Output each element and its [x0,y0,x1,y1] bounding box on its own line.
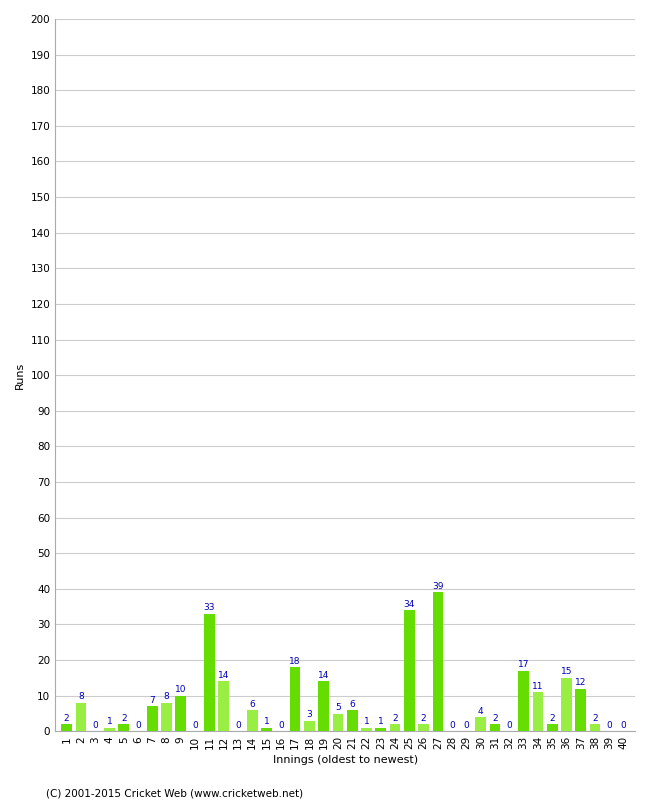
Bar [590,724,601,731]
Text: 39: 39 [432,582,444,591]
Text: 7: 7 [150,696,155,705]
Text: 5: 5 [335,703,341,712]
Text: 0: 0 [278,721,283,730]
Bar [61,724,72,731]
Bar [575,689,586,731]
Text: 14: 14 [318,671,330,680]
Bar [432,593,443,731]
Bar [347,710,358,731]
Text: 2: 2 [549,714,555,722]
Bar [176,696,186,731]
Bar [390,724,400,731]
Text: 15: 15 [561,667,572,677]
Text: 2: 2 [392,714,398,722]
Text: 0: 0 [192,721,198,730]
Bar [489,724,500,731]
Bar [404,610,415,731]
Text: 33: 33 [203,603,215,612]
Bar [518,670,529,731]
X-axis label: Innings (oldest to newest): Innings (oldest to newest) [272,755,418,765]
Text: 4: 4 [478,706,484,716]
Text: 0: 0 [621,721,627,730]
Bar [161,703,172,731]
Text: 2: 2 [121,714,127,722]
Bar [247,710,257,731]
Text: 0: 0 [506,721,512,730]
Text: 0: 0 [135,721,141,730]
Text: 8: 8 [164,693,170,702]
Bar [261,728,272,731]
Text: 1: 1 [264,718,269,726]
Text: 2: 2 [492,714,498,722]
Text: 6: 6 [349,699,355,709]
Bar [75,703,86,731]
Text: 3: 3 [307,710,312,719]
Text: 0: 0 [235,721,241,730]
Text: 2: 2 [421,714,426,722]
Text: 8: 8 [78,693,84,702]
Bar [361,728,372,731]
Text: 6: 6 [250,699,255,709]
Bar [304,721,315,731]
Bar [104,728,115,731]
Text: 18: 18 [289,657,301,666]
Bar [547,724,558,731]
Text: 1: 1 [107,718,112,726]
Bar [204,614,214,731]
Text: 2: 2 [592,714,598,722]
Text: 2: 2 [64,714,70,722]
Text: 1: 1 [363,718,369,726]
Text: 1: 1 [378,718,384,726]
Text: 12: 12 [575,678,586,687]
Text: 34: 34 [404,600,415,609]
Text: (C) 2001-2015 Cricket Web (www.cricketweb.net): (C) 2001-2015 Cricket Web (www.cricketwe… [46,788,303,798]
Bar [218,682,229,731]
Bar [318,682,329,731]
Bar [475,717,486,731]
Bar [376,728,386,731]
Y-axis label: Runs: Runs [15,362,25,389]
Bar [532,692,543,731]
Bar [419,724,429,731]
Text: 11: 11 [532,682,543,690]
Text: 10: 10 [175,686,187,694]
Bar [561,678,572,731]
Bar [118,724,129,731]
Text: 17: 17 [518,660,529,670]
Text: 0: 0 [606,721,612,730]
Text: 0: 0 [449,721,455,730]
Bar [290,667,300,731]
Text: 14: 14 [218,671,229,680]
Text: 0: 0 [92,721,98,730]
Bar [333,714,343,731]
Text: 0: 0 [463,721,469,730]
Bar [147,706,158,731]
